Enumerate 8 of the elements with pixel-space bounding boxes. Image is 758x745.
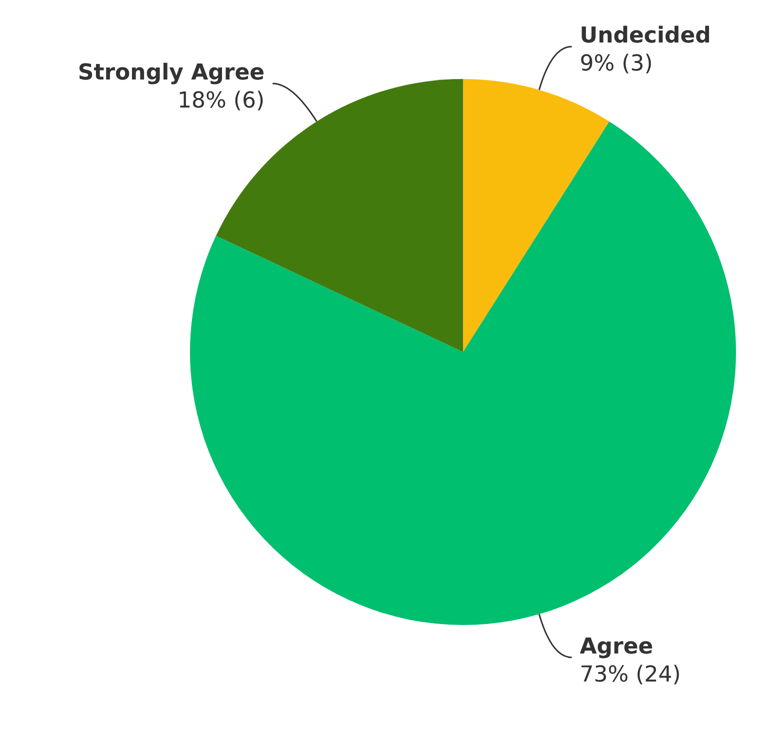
pie-slice [190, 122, 736, 625]
pie-slice [463, 79, 610, 352]
slice-label: Strongly Agree [78, 60, 265, 86]
data-label: 18% (6) [178, 88, 265, 114]
data-label: 9% (3) [580, 52, 653, 77]
data-label: 73% (24) [580, 662, 681, 688]
slice-label: Undecided [580, 24, 711, 49]
slice-label: Agree [580, 634, 654, 660]
